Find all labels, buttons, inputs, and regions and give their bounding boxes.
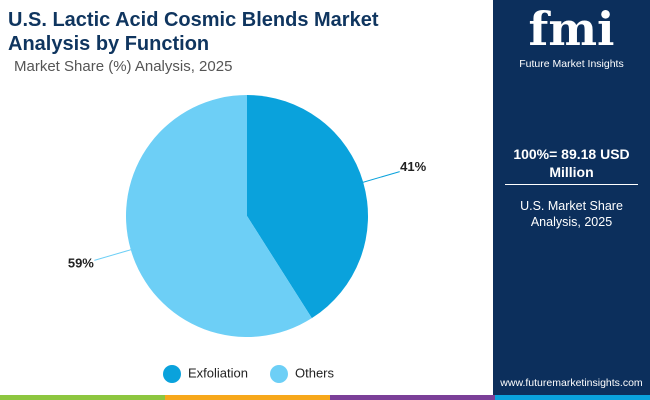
legend-swatch: [163, 365, 181, 383]
stripe: [165, 395, 330, 400]
legend-label: Others: [295, 365, 335, 380]
leader-line: [359, 171, 400, 184]
stripe: [0, 395, 165, 400]
pie-slice: [126, 95, 312, 337]
panel-caption: U.S. Market Share Analysis, 2025: [520, 199, 623, 229]
stripe: [330, 395, 495, 400]
brand-name: Future Market Insights: [519, 58, 624, 70]
chart-subtitle: Market Share (%) Analysis, 2025: [14, 58, 233, 75]
pie-slice: [247, 95, 368, 319]
side-panel: [493, 0, 650, 396]
logo: fmi: [528, 2, 615, 56]
chart-title: U.S. Lactic Acid Cosmic Blends Market An…: [8, 9, 379, 55]
legend-label: Exfoliation: [188, 365, 248, 380]
leader-line: [94, 248, 135, 261]
market-total: 100%= 89.18 USD Million: [505, 145, 638, 185]
legend-swatch: [270, 365, 288, 383]
stripe: [495, 395, 650, 400]
data-label: 59%: [68, 256, 94, 271]
data-label: 41%: [400, 159, 426, 174]
website: www.futuremarketinsights.com: [500, 377, 643, 389]
